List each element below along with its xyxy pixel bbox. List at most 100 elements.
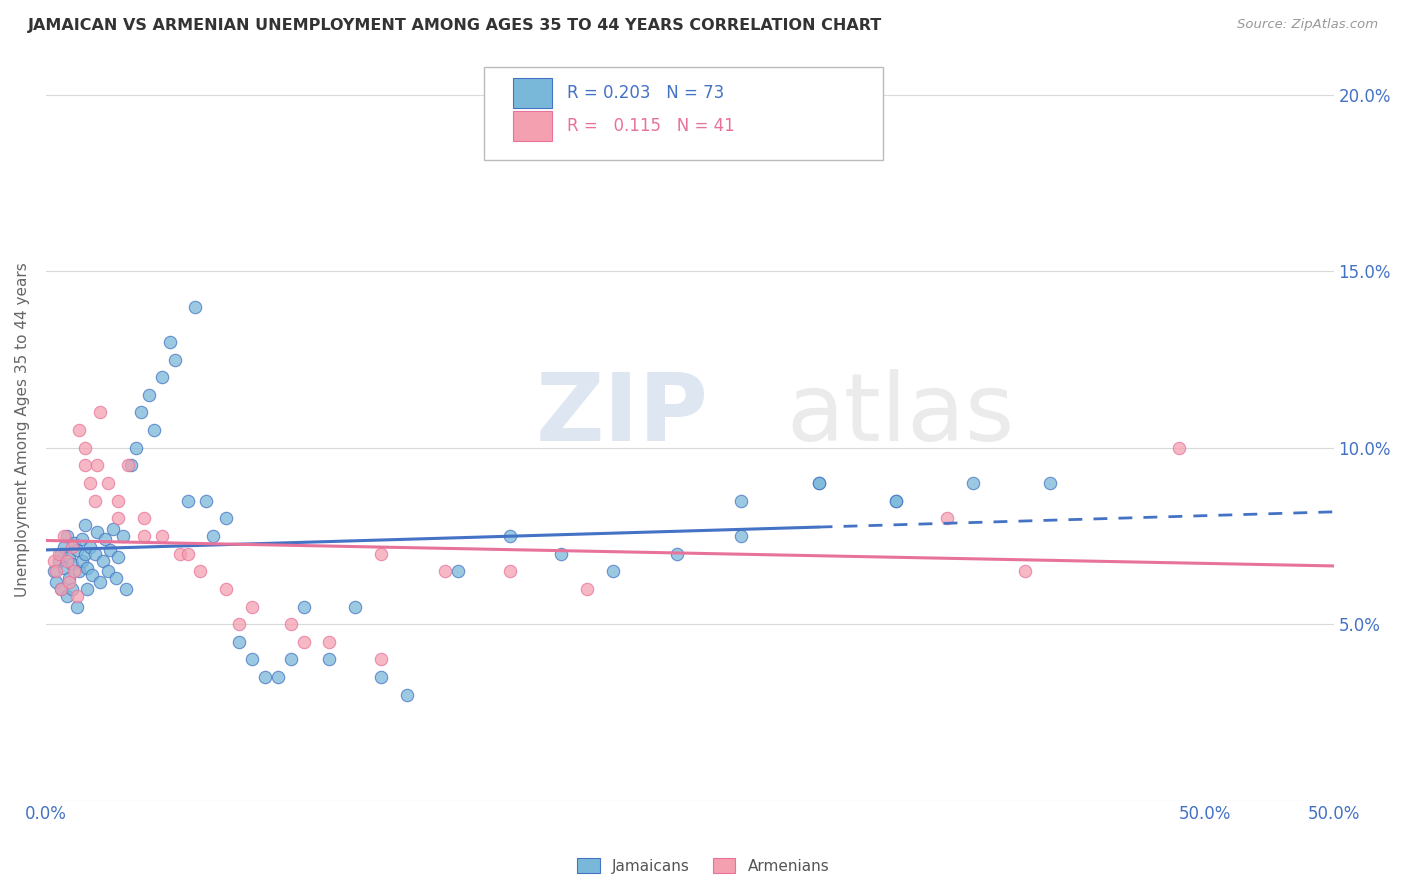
Point <box>267 670 290 684</box>
Point <box>83 547 105 561</box>
Point <box>53 529 76 543</box>
Point <box>66 543 89 558</box>
Point <box>253 670 276 684</box>
Point <box>55 589 77 603</box>
Point <box>434 564 457 578</box>
Point <box>318 635 340 649</box>
Point <box>51 582 73 596</box>
Point <box>73 458 96 473</box>
FancyBboxPatch shape <box>484 67 883 160</box>
Point <box>76 582 98 596</box>
Point <box>884 493 907 508</box>
Point <box>240 599 263 614</box>
Point <box>343 599 366 614</box>
Point <box>150 529 173 543</box>
FancyBboxPatch shape <box>513 112 553 141</box>
Point <box>447 564 470 578</box>
Point <box>66 599 89 614</box>
Point <box>60 582 83 596</box>
Point <box>112 529 135 543</box>
Point <box>48 554 70 568</box>
Point <box>76 560 98 574</box>
Point <box>86 525 108 540</box>
Legend: Jamaicans, Armenians: Jamaicans, Armenians <box>571 852 835 880</box>
Point <box>292 599 315 614</box>
Point <box>159 334 181 349</box>
Point <box>45 574 67 589</box>
Text: atlas: atlas <box>786 369 1015 461</box>
Point <box>73 518 96 533</box>
Point <box>280 617 302 632</box>
Point <box>730 493 752 508</box>
Text: JAMAICAN VS ARMENIAN UNEMPLOYMENT AMONG AGES 35 TO 44 YEARS CORRELATION CHART: JAMAICAN VS ARMENIAN UNEMPLOYMENT AMONG … <box>28 18 883 33</box>
Point <box>107 493 129 508</box>
Point <box>550 547 572 561</box>
Point <box>55 554 77 568</box>
Point <box>120 458 142 473</box>
Point <box>1014 564 1036 578</box>
Point <box>53 540 76 554</box>
Point <box>51 547 73 561</box>
Point <box>83 493 105 508</box>
Point <box>58 571 80 585</box>
Point <box>79 476 101 491</box>
Point <box>1039 476 1062 491</box>
Point <box>58 550 80 565</box>
Point <box>194 493 217 508</box>
Point <box>97 564 120 578</box>
Point <box>73 547 96 561</box>
Point <box>45 564 67 578</box>
Text: R =   0.115   N = 41: R = 0.115 N = 41 <box>568 117 735 136</box>
Point <box>89 405 111 419</box>
Point <box>176 493 198 508</box>
Point <box>575 582 598 596</box>
Point <box>292 635 315 649</box>
Point <box>114 582 136 596</box>
Point <box>807 476 830 491</box>
Point <box>665 547 688 561</box>
Point <box>498 529 520 543</box>
Point <box>42 554 65 568</box>
Point <box>107 511 129 525</box>
Point <box>48 547 70 561</box>
Point <box>163 352 186 367</box>
Point <box>138 388 160 402</box>
Point <box>184 300 207 314</box>
Point <box>936 511 959 525</box>
Point <box>60 540 83 554</box>
Point <box>73 441 96 455</box>
Point <box>395 688 418 702</box>
Point <box>370 547 392 561</box>
Point <box>101 522 124 536</box>
Point <box>125 441 148 455</box>
Point <box>202 529 225 543</box>
Point <box>228 635 250 649</box>
Point <box>117 458 139 473</box>
FancyBboxPatch shape <box>513 78 553 108</box>
Point <box>51 582 73 596</box>
Point <box>228 617 250 632</box>
Point <box>602 564 624 578</box>
Point <box>69 564 91 578</box>
Point <box>150 370 173 384</box>
Point <box>190 564 212 578</box>
Point <box>1168 441 1191 455</box>
Point <box>53 560 76 574</box>
Point <box>63 564 86 578</box>
Point <box>42 564 65 578</box>
Point <box>143 423 166 437</box>
Point <box>240 652 263 666</box>
Point <box>169 547 191 561</box>
Point <box>70 554 93 568</box>
Point <box>370 652 392 666</box>
Point <box>63 536 86 550</box>
Point <box>730 529 752 543</box>
Point <box>86 458 108 473</box>
Point <box>94 533 117 547</box>
Point <box>79 540 101 554</box>
Point <box>280 652 302 666</box>
Point <box>107 550 129 565</box>
Point <box>370 670 392 684</box>
Point <box>70 533 93 547</box>
Point <box>82 567 104 582</box>
